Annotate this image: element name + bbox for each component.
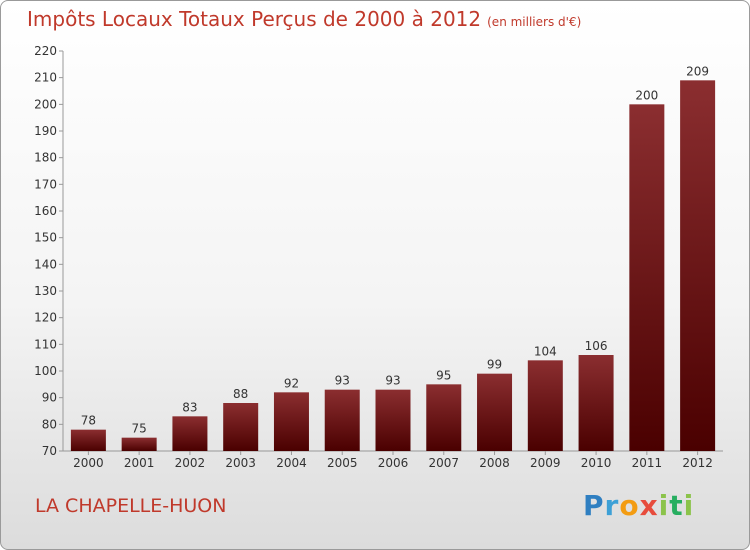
y-tick-label: 120 — [34, 311, 57, 325]
bar-2012 — [680, 80, 716, 451]
data-label-2002: 83 — [182, 400, 197, 414]
x-tick-label-2007: 2007 — [428, 456, 459, 470]
x-tick-label-2012: 2012 — [682, 456, 713, 470]
proxiti-logo[interactable]: Proxiti — [583, 489, 695, 522]
bar-2007 — [426, 384, 462, 451]
bar-2001 — [121, 437, 157, 451]
data-label-2006: 93 — [385, 374, 400, 388]
x-tick-label-2002: 2002 — [175, 456, 206, 470]
bar-2008 — [477, 373, 513, 451]
data-label-2005: 93 — [335, 374, 350, 388]
data-label-2012: 209 — [686, 64, 709, 78]
bar-2002 — [172, 416, 208, 451]
data-label-2001: 75 — [132, 422, 147, 436]
y-tick-label: 70 — [42, 444, 57, 458]
x-tick-label-2003: 2003 — [225, 456, 256, 470]
y-tick-label: 140 — [34, 257, 57, 271]
bars — [70, 80, 716, 451]
x-tick-label-2006: 2006 — [378, 456, 409, 470]
bar-2009 — [527, 360, 563, 451]
y-tick-label: 100 — [34, 364, 57, 378]
x-tick-label-2000: 2000 — [73, 456, 104, 470]
bar-2011 — [629, 104, 665, 451]
data-labels: 78 75 83 88 92 93 93 95 99 104 106 200 209 — [81, 64, 709, 435]
bar-2003 — [223, 403, 259, 451]
x-tick-label-2011: 2011 — [632, 456, 663, 470]
y-tick-label: 220 — [34, 44, 57, 58]
data-label-2003: 88 — [233, 387, 248, 401]
y-tick-label: 150 — [34, 231, 57, 245]
data-label-2007: 95 — [436, 368, 451, 382]
y-tick-label: 130 — [34, 284, 57, 298]
x-tick-label-2008: 2008 — [479, 456, 510, 470]
y-tick-label: 160 — [34, 204, 57, 218]
x-tick-label-2001: 2001 — [124, 456, 155, 470]
chart-title: Impôts Locaux Totaux Perçus de 2000 à 20… — [27, 7, 581, 31]
y-tick-label: 190 — [34, 124, 57, 138]
x-tick-label-2004: 2004 — [276, 456, 307, 470]
unit-label: (en milliers d'€) — [487, 15, 582, 29]
y-tick-label: 180 — [34, 151, 57, 165]
data-label-2011: 200 — [635, 88, 658, 102]
bar-2010 — [578, 355, 614, 451]
title-text: Impôts Locaux Totaux Perçus de 2000 à 20… — [27, 7, 482, 31]
bar-2000 — [70, 429, 106, 451]
bar-2005 — [324, 389, 360, 451]
x-axis: 2000 2001 2002 2003 2004 2005 2006 2007 2008 2009… — [63, 450, 723, 470]
data-label-2010: 106 — [585, 339, 608, 353]
data-label-2000: 78 — [81, 414, 96, 428]
x-tick-label-2005: 2005 — [327, 456, 358, 470]
y-tick-label: 200 — [34, 97, 57, 111]
y-tick-label: 90 — [42, 391, 57, 405]
x-tick-label-2010: 2010 — [581, 456, 612, 470]
y-axis: 70 80 90 100 110 120 130 140 150 160 170 180 190 200 2… — [34, 44, 64, 458]
data-label-2008: 99 — [487, 358, 502, 372]
location-label: LA CHAPELLE-HUON — [35, 495, 227, 517]
data-label-2004: 92 — [284, 376, 299, 390]
y-tick-label: 80 — [42, 417, 57, 431]
y-tick-label: 110 — [34, 337, 57, 351]
data-label-2009: 104 — [534, 344, 557, 358]
bar-2004 — [273, 392, 309, 451]
x-tick-label-2009: 2009 — [530, 456, 561, 470]
y-tick-label: 170 — [34, 177, 57, 191]
y-tick-label: 210 — [34, 71, 57, 85]
bar-2006 — [375, 389, 411, 451]
